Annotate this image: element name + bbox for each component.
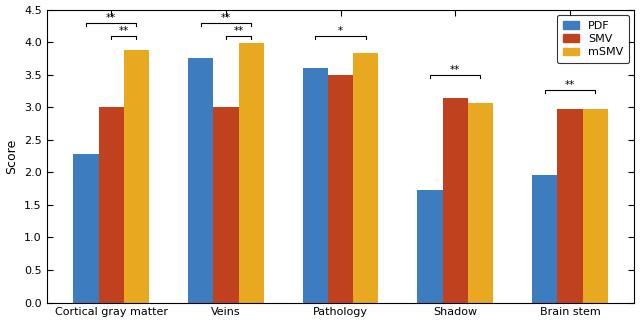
Bar [532, 175, 557, 303]
Bar [99, 107, 124, 303]
Bar [124, 50, 149, 303]
Bar [188, 58, 213, 303]
Bar [582, 109, 608, 303]
Text: **: ** [106, 13, 116, 23]
Bar [557, 109, 582, 303]
Text: *: * [338, 26, 343, 36]
Legend: PDF, SMV, mSMV: PDF, SMV, mSMV [557, 15, 629, 63]
Text: **: ** [450, 65, 460, 75]
Text: **: ** [564, 80, 575, 90]
Bar [213, 107, 239, 303]
Bar [303, 68, 328, 303]
Bar [353, 53, 378, 303]
Bar [417, 190, 443, 303]
Text: **: ** [221, 13, 231, 23]
Text: **: ** [234, 26, 244, 36]
Bar [74, 154, 99, 303]
Bar [443, 98, 468, 303]
Text: **: ** [119, 26, 129, 36]
Bar [239, 43, 264, 303]
Bar [468, 103, 493, 303]
Y-axis label: Score: Score [6, 139, 19, 174]
Bar [328, 75, 353, 303]
